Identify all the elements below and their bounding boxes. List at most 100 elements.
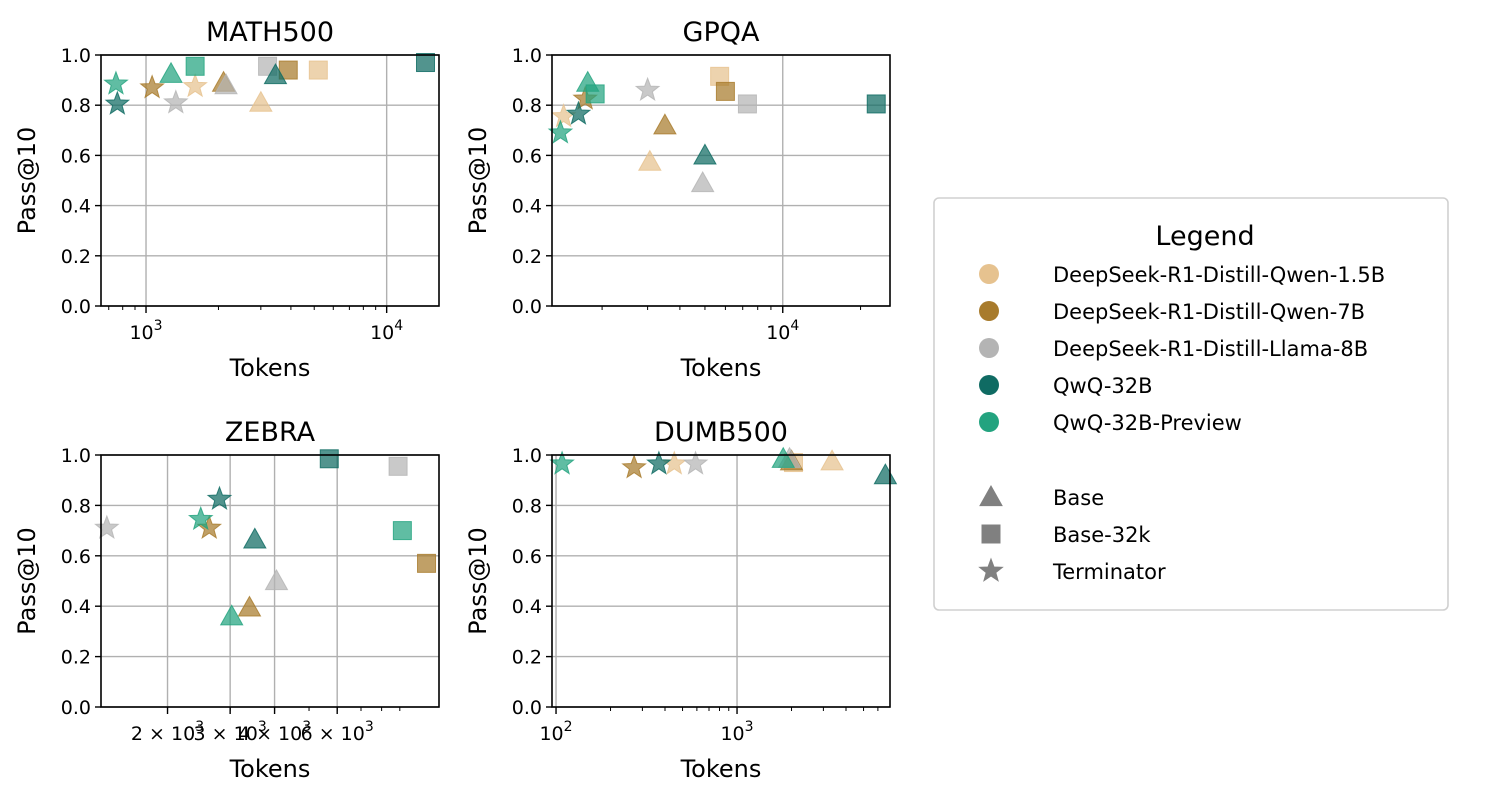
point-base-32k	[866, 94, 886, 114]
point-base-32k	[392, 521, 412, 541]
legend-model-label: DeepSeek-R1-Distill-Llama-8B	[1053, 337, 1368, 361]
point-base	[237, 595, 262, 617]
x-tick-label: 104	[766, 318, 799, 344]
y-tick-label: 1.0	[512, 45, 542, 67]
point-base	[264, 568, 289, 591]
y-tick-label: 0.4	[512, 596, 542, 618]
axes-frame	[551, 454, 891, 708]
subplot-title: ZEBRA	[225, 417, 316, 448]
point-base	[263, 63, 288, 85]
y-axis-label: Pass@10	[13, 527, 41, 635]
legend-model-swatch	[979, 264, 999, 284]
legend-method-entries: Base Base-32k Terminator	[978, 484, 1166, 584]
x-axis-label: Tokens	[680, 755, 762, 783]
y-axis-label: Pass@10	[464, 127, 492, 235]
legend-model-label: DeepSeek-R1-Distill-Qwen-7B	[1053, 300, 1365, 324]
legend-model-label: DeepSeek-R1-Distill-Qwen-1.5B	[1053, 263, 1385, 287]
y-tick-label: 0.2	[61, 647, 91, 669]
point-base	[248, 90, 273, 112]
legend-model-swatch	[979, 301, 999, 321]
y-tick-label: 0.6	[61, 546, 91, 568]
point-base	[159, 61, 183, 83]
legend-title: Legend	[1155, 221, 1254, 252]
point-base-32k	[417, 553, 437, 573]
x-tick-label: 102	[539, 719, 572, 745]
legend-method-label: Terminator	[1052, 560, 1166, 584]
legend-marker-base-32k-icon	[981, 524, 1001, 544]
point-terminator	[104, 90, 131, 115]
y-tick-label: 0.4	[512, 196, 542, 218]
legend-model-label: QwQ-32B-Preview	[1053, 411, 1242, 435]
axes-frame	[100, 54, 440, 307]
x-axis-label: Tokens	[680, 354, 762, 382]
point-base	[820, 449, 844, 471]
y-tick-label: 0.6	[61, 145, 91, 167]
subplot-math500: 0.0 0.2 0.4 0.6 0.8 1.0 103 104 MATH500 Tokens Pas…	[13, 17, 440, 382]
y-tick-label: 0.2	[512, 647, 542, 669]
subplot-title: GPQA	[683, 17, 760, 48]
y-tick-label: 0.6	[512, 145, 542, 167]
point-base-32k	[319, 449, 339, 469]
point-base	[242, 527, 267, 549]
axes-frame	[100, 454, 440, 708]
point-terminator	[182, 72, 208, 98]
x-tick-label: 4 × 103	[238, 719, 311, 745]
y-tick-label: 0.0	[61, 697, 91, 719]
x-tick-label: 6 × 103	[301, 719, 374, 745]
legend-method-label: Base-32k	[1053, 523, 1151, 547]
point-base-32k	[308, 60, 328, 80]
y-tick-label: 1.0	[512, 445, 542, 467]
axes-frame	[551, 54, 891, 307]
point-base	[690, 170, 715, 193]
point-base-32k	[585, 84, 605, 104]
point-base-32k	[415, 53, 435, 73]
y-axis-label: Pass@10	[13, 127, 41, 235]
point-terminator	[103, 70, 129, 95]
y-tick-label: 0.0	[61, 296, 91, 318]
point-terminator	[621, 454, 647, 479]
legend-model-swatch	[979, 338, 999, 358]
point-terminator	[634, 76, 661, 102]
point-base-32k	[715, 81, 735, 101]
point-base	[653, 113, 677, 135]
point-base	[219, 604, 244, 626]
subplot-gpqa: 0.0 0.2 0.4 0.6 0.8 1.0 104 GPQA Tokens Pass@10	[464, 17, 891, 382]
x-tick-label: 2 × 103	[131, 719, 204, 745]
legend-marker-base-icon	[979, 484, 1003, 507]
point-terminator	[565, 100, 592, 125]
x-tick-label: 103	[129, 318, 162, 344]
subplot-dumb500: 0.0 0.2 0.4 0.6 0.8 1.0 102 103 DUMB500 Tokens Pas…	[464, 417, 898, 783]
y-tick-label: 0.8	[61, 495, 91, 517]
point-terminator	[94, 514, 120, 539]
legend-method-label: Base	[1053, 486, 1104, 510]
legend-model-swatch	[979, 375, 999, 395]
y-tick-label: 0.0	[512, 296, 542, 318]
x-tick-label: 104	[370, 318, 403, 344]
legend-frame	[933, 197, 1449, 611]
subplots: 0.0 0.2 0.4 0.6 0.8 1.0 103 104 MATH500 Tokens Pas…	[13, 17, 898, 783]
point-base	[637, 149, 662, 171]
point-terminator	[163, 89, 189, 114]
y-tick-label: 1.0	[61, 45, 91, 67]
y-tick-label: 0.2	[61, 246, 91, 268]
point-terminator	[682, 450, 709, 475]
legend-model-label: QwQ-32B	[1053, 374, 1153, 398]
point-terminator	[139, 74, 165, 99]
y-axis-label: Pass@10	[464, 527, 492, 635]
y-tick-label: 0.6	[512, 546, 542, 568]
point-terminator	[206, 485, 233, 510]
subplot-title: DUMB500	[654, 417, 788, 448]
point-terminator	[187, 505, 214, 531]
y-tick-label: 0.8	[512, 495, 542, 517]
point-base-32k	[737, 94, 757, 114]
point-terminator	[549, 450, 575, 475]
y-tick-label: 0.0	[512, 697, 542, 719]
point-base	[771, 446, 796, 468]
legend-marker-terminator-icon	[978, 557, 1004, 582]
y-tick-label: 0.8	[512, 95, 542, 117]
point-base	[873, 463, 898, 485]
x-tick-label: 103	[720, 719, 753, 745]
